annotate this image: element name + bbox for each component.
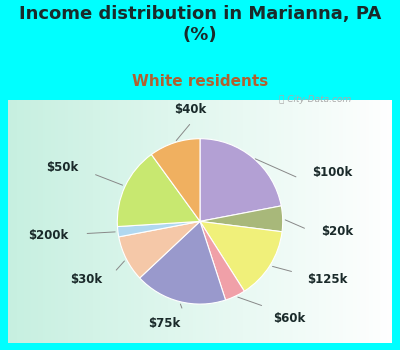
Wedge shape — [200, 206, 283, 232]
Wedge shape — [119, 222, 200, 278]
Text: White residents: White residents — [132, 74, 268, 89]
Text: $75k: $75k — [148, 317, 180, 330]
Wedge shape — [118, 222, 200, 237]
Text: $20k: $20k — [322, 225, 354, 238]
Wedge shape — [200, 139, 281, 222]
Wedge shape — [117, 154, 200, 226]
Text: $30k: $30k — [70, 273, 103, 286]
Text: $100k: $100k — [312, 166, 352, 179]
Wedge shape — [200, 222, 244, 300]
Wedge shape — [151, 139, 200, 222]
Text: $200k: $200k — [28, 230, 69, 243]
Text: $60k: $60k — [273, 312, 305, 325]
Text: $40k: $40k — [174, 103, 206, 116]
Wedge shape — [200, 222, 282, 291]
Wedge shape — [140, 222, 226, 304]
Text: ⓘ City-Data.com: ⓘ City-Data.com — [278, 95, 351, 104]
Text: $125k: $125k — [307, 273, 348, 286]
Text: Income distribution in Marianna, PA
(%): Income distribution in Marianna, PA (%) — [19, 5, 381, 44]
Text: $50k: $50k — [46, 161, 78, 174]
